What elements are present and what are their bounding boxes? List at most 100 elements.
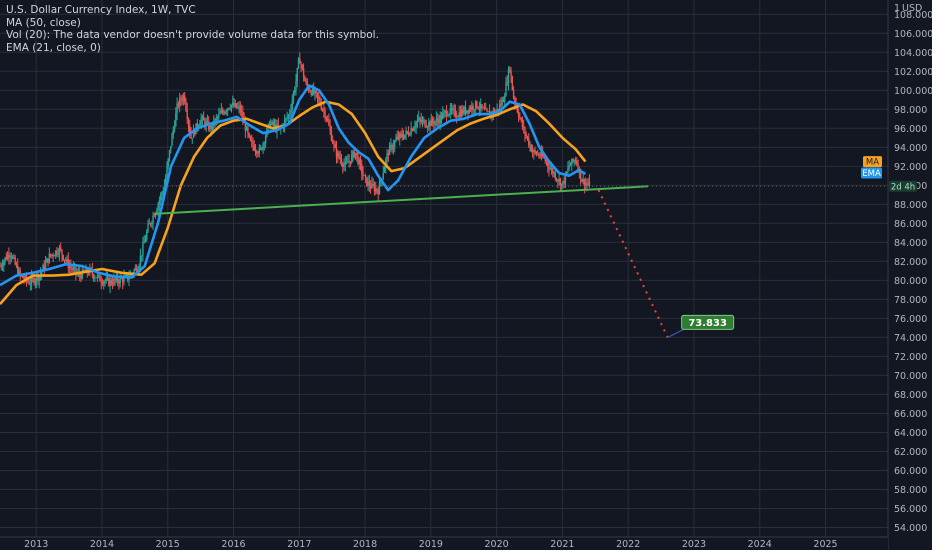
price-bar-body bbox=[32, 276, 34, 278]
price-tick-label: 88.000 bbox=[894, 200, 927, 211]
price-bar-body bbox=[382, 172, 384, 179]
price-bar-body bbox=[104, 280, 106, 282]
price-bar-body bbox=[571, 158, 573, 165]
price-bar-body bbox=[288, 114, 291, 116]
price-bar-body bbox=[563, 181, 565, 184]
countdown-tag-label: 2d 4h bbox=[891, 182, 915, 192]
price-bar-body bbox=[92, 274, 95, 279]
price-bar-body bbox=[72, 267, 75, 270]
price-bar-body bbox=[259, 147, 262, 149]
price-tick-label: 54.000 bbox=[894, 523, 927, 534]
price-bar-body bbox=[80, 275, 82, 279]
price-bar-body bbox=[321, 109, 324, 110]
price-bar-body bbox=[526, 136, 529, 139]
price-bar-body bbox=[11, 257, 14, 259]
price-bar-body bbox=[435, 118, 438, 122]
chart-legend: U.S. Dollar Currency Index, 1W, TVC MA (… bbox=[6, 4, 379, 54]
price-bar-body bbox=[329, 125, 331, 131]
price-bar-body bbox=[525, 134, 527, 137]
price-bar-body bbox=[177, 103, 180, 106]
price-bar-body bbox=[479, 104, 482, 109]
target-callout[interactable] bbox=[681, 314, 735, 330]
price-bar-body bbox=[91, 269, 94, 275]
price-bar-body bbox=[165, 177, 167, 186]
ma-tag-label: MA bbox=[866, 158, 879, 168]
price-bar-body bbox=[544, 157, 546, 161]
price-bar-body bbox=[27, 280, 29, 282]
price-bar-body bbox=[538, 154, 540, 157]
price-bar-body bbox=[111, 283, 114, 285]
year-tick-label: 2014 bbox=[90, 539, 114, 550]
price-bar-body bbox=[453, 109, 455, 110]
price-bar-body bbox=[233, 102, 235, 107]
price-bar-body bbox=[502, 99, 505, 102]
price-bar-body bbox=[78, 272, 81, 276]
price-bar-body bbox=[573, 160, 575, 162]
price-bar-body bbox=[272, 121, 274, 126]
price-bar-body bbox=[19, 270, 21, 276]
legend-ema[interactable]: EMA (21, close, 0) bbox=[6, 41, 101, 54]
price-bar-body bbox=[344, 162, 347, 165]
price-bar-body bbox=[348, 161, 350, 163]
price-bar-body bbox=[100, 281, 102, 283]
support-trendline[interactable] bbox=[154, 185, 648, 215]
price-bar-body bbox=[438, 120, 440, 124]
time-axis[interactable]: 2013 2014 2015 2016 2017 2018 2019 2020 2021 2022… bbox=[0, 536, 888, 550]
price-bar-body bbox=[486, 109, 488, 112]
price-bar-body bbox=[201, 116, 204, 119]
price-bar-body bbox=[252, 141, 254, 146]
price-bar-body bbox=[294, 89, 296, 93]
price-bar-body bbox=[369, 186, 372, 189]
price-bar-body bbox=[461, 109, 463, 117]
price-tick-label: 104.000 bbox=[894, 48, 932, 59]
price-bar-body bbox=[56, 250, 58, 255]
price-bar-body bbox=[482, 107, 484, 109]
price-bar-body bbox=[220, 110, 223, 113]
price-bar-body bbox=[53, 255, 56, 257]
price-bar-body bbox=[376, 188, 378, 191]
price-bar-body bbox=[330, 130, 333, 141]
price-bar-body bbox=[583, 178, 586, 187]
legend-ma[interactable]: MA (50, close) bbox=[6, 16, 81, 29]
price-bar-body bbox=[173, 126, 176, 130]
price-bar-body bbox=[588, 181, 591, 185]
price-bar-body bbox=[58, 247, 61, 255]
price-bar-body bbox=[199, 123, 201, 126]
price-bar-body bbox=[156, 210, 158, 213]
price-bar-body bbox=[262, 143, 264, 150]
price-bar-body bbox=[423, 120, 425, 121]
price-bar-body bbox=[579, 168, 582, 180]
price-bar-body bbox=[477, 107, 479, 109]
price-tick-label: 102.000 bbox=[894, 67, 932, 78]
price-bar-body bbox=[218, 114, 220, 118]
price-bar-body bbox=[323, 109, 325, 111]
year-tick-label: 2021 bbox=[550, 539, 574, 550]
legend-volume[interactable]: Vol (20): The data vendor doesn't provid… bbox=[6, 29, 379, 42]
price-bar-body bbox=[543, 156, 545, 158]
price-bar-body bbox=[447, 115, 449, 117]
price-bar-body bbox=[240, 111, 243, 113]
price-bar-body bbox=[320, 104, 322, 110]
price-tick-label: 64.000 bbox=[894, 428, 927, 439]
price-tick-label: 66.000 bbox=[894, 409, 927, 420]
price-bar-body bbox=[248, 133, 250, 137]
price-axis[interactable]: 54.000 56.000 58.000 60.000 62.000 64.000 66.0… bbox=[887, 0, 932, 550]
price-bar-body bbox=[473, 109, 476, 110]
legend-symbol[interactable]: U.S. Dollar Currency Index, 1W, TVC bbox=[6, 4, 196, 16]
price-bar-body bbox=[524, 127, 526, 135]
price-bar-body bbox=[8, 254, 10, 258]
price-bar-body bbox=[448, 114, 450, 116]
price-bar-body bbox=[48, 253, 51, 263]
price-bar-body bbox=[569, 164, 572, 167]
price-bar-body bbox=[210, 125, 212, 130]
price-bar-body bbox=[273, 124, 276, 126]
price-bar-body bbox=[144, 239, 147, 243]
price-bar-body bbox=[426, 126, 429, 128]
price-bar-body bbox=[194, 129, 196, 135]
price-bar-body bbox=[316, 92, 319, 97]
price-bar-body bbox=[153, 215, 156, 217]
price-bar-body bbox=[134, 267, 137, 271]
price-bar-body bbox=[553, 172, 555, 174]
currency-label[interactable]: USD bbox=[902, 3, 922, 14]
